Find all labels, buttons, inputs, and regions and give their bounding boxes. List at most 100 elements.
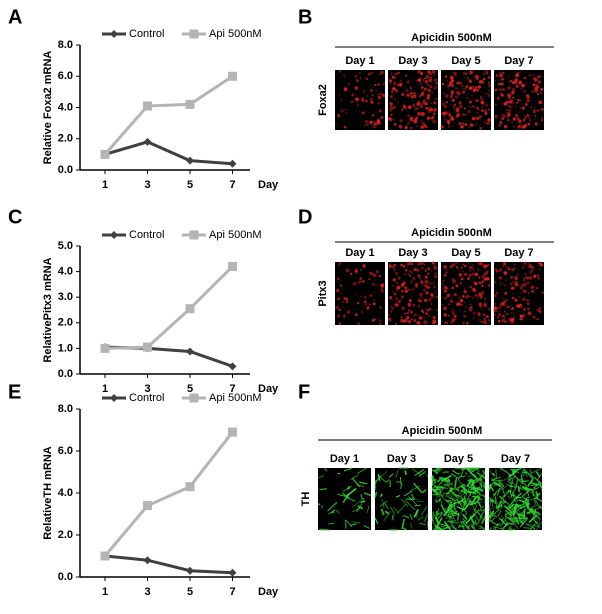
- cell: [423, 298, 428, 303]
- cell: [508, 305, 511, 308]
- cell: [455, 95, 459, 99]
- cell: [390, 113, 393, 116]
- cell: [373, 122, 378, 126]
- cell: [391, 87, 395, 91]
- panel-label: F: [298, 381, 310, 403]
- cell: [526, 113, 529, 117]
- fiber: [432, 478, 437, 482]
- cell: [471, 117, 474, 120]
- cell: [411, 92, 414, 95]
- cell: [493, 308, 498, 313]
- fiber: [466, 479, 473, 488]
- fiber: [512, 470, 515, 475]
- cell: [504, 291, 508, 295]
- cell: [477, 261, 482, 265]
- cell: [481, 276, 484, 278]
- fiber: [374, 517, 379, 525]
- fiber: [357, 467, 368, 474]
- cell: [487, 93, 491, 97]
- cell: [347, 83, 350, 85]
- cell: [510, 282, 513, 286]
- fiber: [418, 470, 427, 478]
- cell: [409, 86, 412, 88]
- cell: [450, 79, 455, 83]
- fiber: [343, 467, 353, 472]
- cell: [396, 282, 399, 285]
- fiber: [442, 505, 453, 517]
- fiber: [529, 497, 537, 501]
- cell: [482, 320, 486, 323]
- fiber: [462, 524, 465, 531]
- cell: [520, 292, 523, 294]
- cell: [498, 71, 502, 75]
- cell: [354, 94, 356, 96]
- fiber: [401, 515, 404, 518]
- fiber: [521, 489, 531, 497]
- cell: [424, 101, 428, 106]
- cell: [361, 309, 363, 311]
- fiber: [381, 470, 388, 476]
- cell: [477, 111, 479, 114]
- cell: [443, 289, 447, 293]
- cell: [372, 282, 375, 286]
- cell: [344, 314, 346, 317]
- fiber: [473, 487, 483, 493]
- fiber: [444, 483, 453, 486]
- cell: [393, 292, 397, 296]
- fiber: [457, 512, 460, 521]
- cell: [458, 101, 462, 105]
- cell: [430, 76, 433, 79]
- fiber: [499, 495, 504, 500]
- cell: [539, 91, 541, 93]
- fiber: [423, 512, 429, 522]
- cell: [397, 299, 401, 303]
- cell: [484, 112, 488, 115]
- cell: [373, 126, 376, 129]
- cell: [340, 284, 343, 287]
- cell: [532, 314, 534, 317]
- fiber: [444, 499, 452, 504]
- cell: [520, 99, 522, 101]
- cell: [523, 262, 527, 266]
- series-line: [104, 265, 234, 350]
- cell: [416, 268, 420, 272]
- cell: [444, 118, 447, 121]
- cell: [411, 263, 414, 266]
- marker: [110, 231, 118, 239]
- cell: [497, 297, 500, 300]
- cell: [482, 77, 486, 81]
- y-tick-label: 2.0: [58, 133, 73, 145]
- cell: [380, 70, 384, 75]
- cell: [515, 84, 519, 88]
- cell: [409, 261, 413, 266]
- fiber: [515, 478, 519, 489]
- cell: [354, 86, 357, 89]
- fiber: [470, 467, 479, 473]
- fiber: [349, 523, 357, 526]
- cell: [453, 71, 457, 76]
- cell: [418, 276, 422, 280]
- cell: [404, 312, 406, 315]
- micrograph-signal: [431, 467, 486, 531]
- fiber: [457, 472, 461, 475]
- cell: [399, 83, 403, 87]
- cell: [409, 321, 412, 324]
- cell: [523, 308, 526, 311]
- cell: [360, 96, 365, 101]
- cell: [401, 289, 404, 293]
- cell: [510, 307, 514, 310]
- cell: [433, 74, 436, 77]
- fiber: [403, 490, 413, 497]
- cell: [479, 295, 483, 299]
- fiber: [507, 498, 516, 509]
- cell: [391, 299, 393, 301]
- cell: [481, 291, 485, 294]
- fiber: [431, 489, 439, 495]
- cell: [526, 99, 530, 102]
- cell: [527, 311, 532, 316]
- fiber: [379, 493, 383, 498]
- marker: [143, 501, 152, 511]
- fiber: [460, 485, 468, 494]
- cell: [359, 77, 362, 79]
